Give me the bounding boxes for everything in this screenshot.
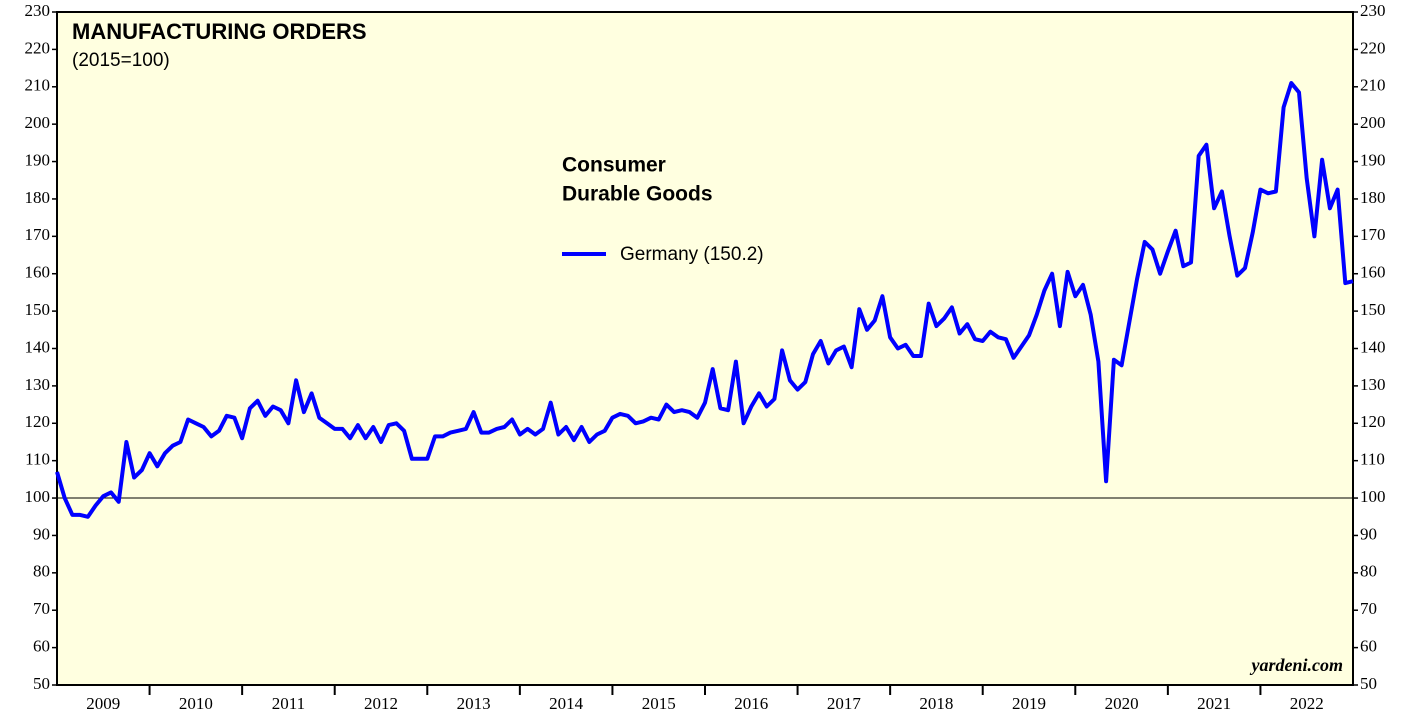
y2-tick-label: 130 [1360,375,1386,394]
y2-tick-label: 160 [1360,263,1386,282]
y-tick-label: 70 [33,599,50,618]
y-tick-label: 110 [25,450,50,469]
y-tick-label: 120 [25,412,51,431]
y-tick-label: 160 [25,263,51,282]
chart-subtitle: (2015=100) [72,50,170,71]
x-tick-label: 2015 [642,694,676,713]
y2-tick-label: 140 [1360,337,1386,356]
x-tick-label: 2009 [86,694,120,713]
y2-tick-label: 220 [1360,38,1386,57]
y-tick-label: 90 [33,524,50,543]
x-tick-label: 2016 [734,694,768,713]
legend-label: Germany (150.2) [620,244,764,265]
y-tick-label: 140 [25,337,51,356]
x-tick-label: 2014 [549,694,584,713]
plot-area [56,11,1354,686]
y2-tick-label: 90 [1360,524,1377,543]
annotation: Durable Goods [562,183,713,206]
y-tick-label: 80 [33,562,50,581]
y-tick-label: 210 [25,76,51,95]
y2-tick-label: 110 [1360,450,1385,469]
y2-tick-label: 60 [1360,637,1377,656]
y2-tick-label: 50 [1360,674,1377,693]
x-tick-label: 2010 [179,694,213,713]
y2-tick-label: 100 [1360,487,1386,506]
x-tick-label: 2019 [1012,694,1046,713]
x-tick-label: 2021 [1197,694,1231,713]
x-tick-label: 2018 [919,694,953,713]
y2-tick-label: 170 [1360,225,1386,244]
y-tick-label: 220 [25,38,51,57]
y-tick-label: 200 [25,113,51,132]
annotation: Consumer [562,154,666,177]
y2-tick-label: 150 [1360,300,1386,319]
chart-title: MANUFACTURING ORDERS [72,19,367,44]
y2-tick-label: 210 [1360,76,1386,95]
y-tick-label: 170 [25,225,51,244]
x-tick-label: 2017 [827,694,862,713]
x-tick-label: 2012 [364,694,398,713]
x-tick-label: 2011 [272,694,305,713]
y2-tick-label: 190 [1360,150,1386,169]
x-tick-label: 2013 [457,694,491,713]
y2-tick-label: 200 [1360,113,1386,132]
data-line [55,81,1354,519]
y2-tick-label: 180 [1360,188,1386,207]
y-tick-label: 180 [25,188,51,207]
y-tick-label: 190 [25,150,51,169]
x-tick-label: 2020 [1105,694,1139,713]
y2-tick-label: 120 [1360,412,1386,431]
y-tick-label: 230 [25,1,51,20]
y-tick-label: 60 [33,637,50,656]
x-tick-label: 2022 [1290,694,1324,713]
y2-tick-label: 80 [1360,562,1377,581]
y-tick-label: 150 [25,300,51,319]
y-tick-label: 130 [25,375,51,394]
y2-tick-label: 230 [1360,1,1386,20]
y2-tick-label: 70 [1360,599,1377,618]
y-tick-label: 50 [33,674,50,693]
y-tick-label: 100 [25,487,51,506]
source: yardeni.com [1250,655,1344,675]
